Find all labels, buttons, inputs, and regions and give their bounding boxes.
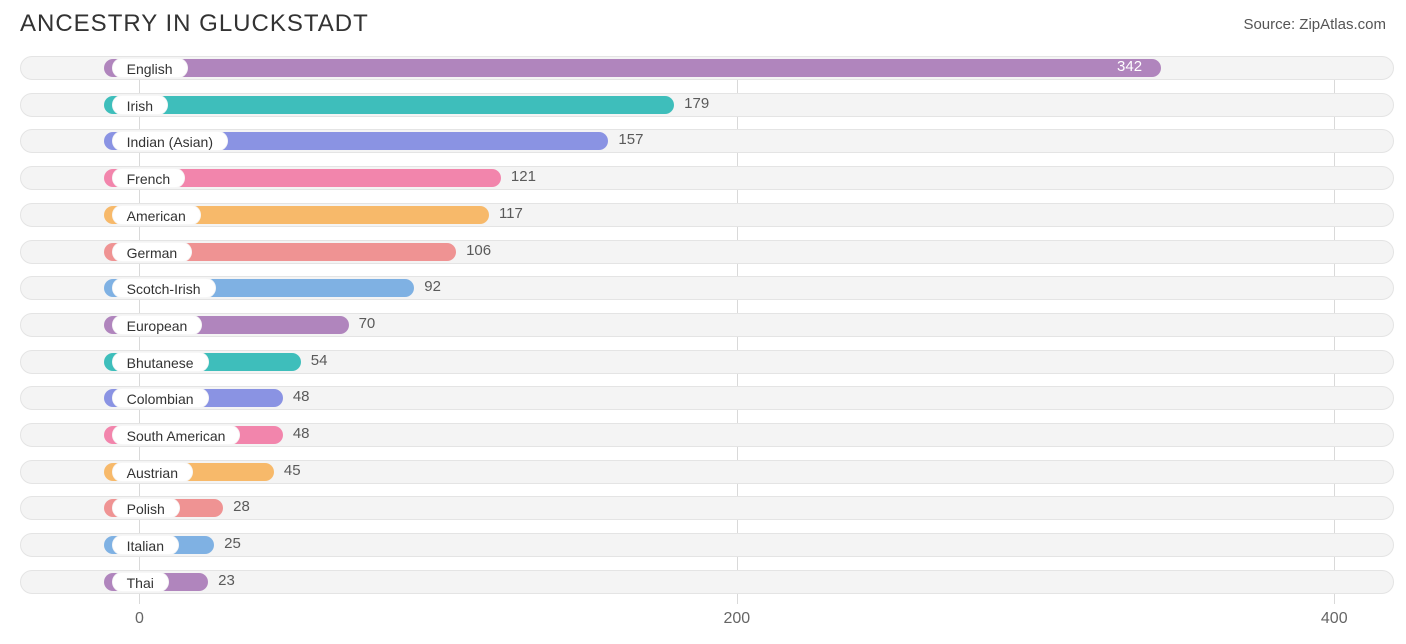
category-pill: European: [112, 315, 203, 335]
category-pill: French: [112, 168, 186, 188]
category-pill: Italian: [112, 535, 179, 555]
category-pill: Scotch-Irish: [112, 278, 216, 298]
value-label: 121: [511, 168, 536, 185]
value-label: 23: [218, 572, 235, 589]
x-axis: 0 200 400: [20, 610, 1394, 634]
category-pill: Thai: [112, 572, 169, 592]
category-pill: Austrian: [112, 462, 193, 482]
category-pill: German: [112, 242, 193, 262]
value-label: 70: [359, 315, 376, 332]
value-label: 28: [233, 498, 250, 515]
x-tick-label: 0: [135, 610, 144, 628]
category-pill: American: [112, 205, 201, 225]
x-tick-label: 200: [724, 610, 751, 628]
x-tick-label: 400: [1321, 610, 1348, 628]
chart-area: English 342 Irish 179 Indian (Asian) 157 Frenc…: [20, 56, 1394, 604]
value-label: 157: [618, 131, 643, 148]
bar: [104, 96, 675, 114]
value-label: 54: [311, 352, 328, 369]
value-label: 117: [499, 205, 523, 222]
value-label: 106: [466, 242, 491, 259]
value-label: 179: [684, 95, 709, 112]
chart-title: ANCESTRY IN GLUCKSTADT: [20, 10, 369, 38]
header: ANCESTRY IN GLUCKSTADT Source: ZipAtlas.…: [0, 0, 1406, 38]
bar-track: [20, 496, 1394, 520]
value-label: 45: [284, 462, 301, 479]
category-pill: Colombian: [112, 388, 209, 408]
value-label: 92: [424, 278, 441, 295]
chart-source: Source: ZipAtlas.com: [1243, 10, 1386, 33]
category-pill: South American: [112, 425, 241, 445]
category-pill: Bhutanese: [112, 352, 209, 372]
value-label: 25: [224, 535, 241, 552]
value-label: 342: [1117, 58, 1142, 75]
category-pill: Polish: [112, 498, 180, 518]
category-pill: English: [112, 58, 188, 78]
category-pill: Irish: [112, 95, 168, 115]
value-label: 48: [293, 388, 310, 405]
category-pill: Indian (Asian): [112, 131, 228, 151]
value-label: 48: [293, 425, 310, 442]
bar: [104, 59, 1161, 77]
